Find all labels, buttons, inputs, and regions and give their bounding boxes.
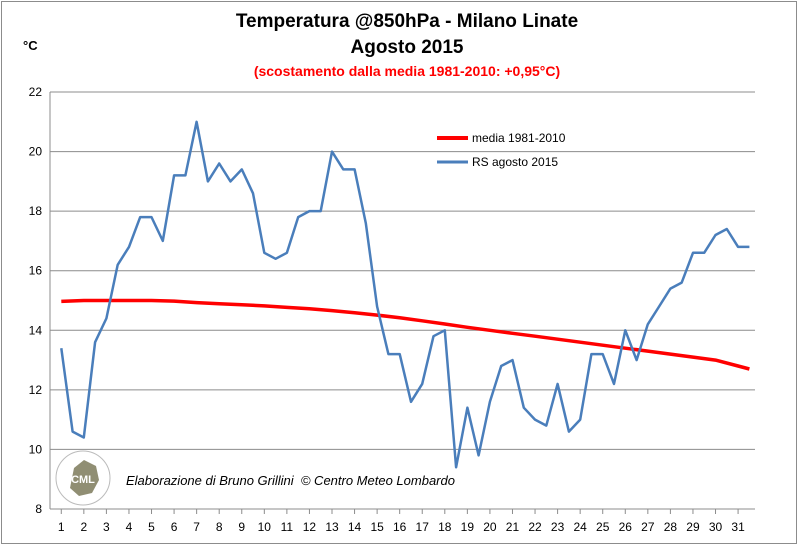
x-tick-label: 7 — [193, 520, 200, 534]
x-tick-label: 12 — [303, 520, 317, 534]
x-tick-label: 25 — [596, 520, 610, 534]
x-tick-label: 30 — [709, 520, 723, 534]
y-tick-label: 20 — [29, 145, 43, 159]
x-tick-label: 14 — [348, 520, 362, 534]
cml-logo: CML — [55, 450, 111, 506]
chart-note: (scostamento dalla media 1981-2010: +0,9… — [254, 63, 560, 79]
y-tick-label: 16 — [29, 264, 43, 278]
credit-text: Elaborazione di Bruno Grillini © Centro … — [126, 473, 455, 488]
chart-subtitle: Agosto 2015 — [351, 37, 464, 58]
y-tick-label: 8 — [35, 502, 42, 516]
cml-logo-abbr: CML — [71, 474, 95, 486]
legend-label-media: media 1981-2010 — [472, 131, 566, 145]
x-tick-label: 19 — [461, 520, 475, 534]
y-tick-labels: 8 10 12 14 16 18 20 22 — [29, 85, 43, 516]
x-tick-label: 4 — [126, 520, 133, 534]
series-lines — [60, 120, 750, 469]
x-tick-label: 27 — [641, 520, 655, 534]
x-tick-label: 1 — [58, 520, 65, 534]
x-tick-label: 3 — [103, 520, 110, 534]
series-line-rs-agosto-2015 — [60, 120, 750, 469]
axes — [49, 92, 739, 514]
x-tick-label: 26 — [619, 520, 633, 534]
y-axis-unit-label: °C — [23, 38, 38, 53]
x-tick-label: 9 — [238, 520, 245, 534]
x-tick-label: 5 — [148, 520, 155, 534]
legend-label-rs: RS agosto 2015 — [472, 155, 558, 169]
x-tick-label: 24 — [573, 520, 587, 534]
x-tick-label: 23 — [551, 520, 565, 534]
x-tick-labels: 1 2 3 4 5 6 7 8 9 10 11 12 13 14 15 16 17 18 19 20 21 22 23 24 2… — [58, 520, 745, 534]
y-tick-label: 18 — [29, 204, 43, 218]
x-tick-label: 21 — [506, 520, 520, 534]
x-tick-label: 2 — [80, 520, 87, 534]
x-tick-label: 20 — [483, 520, 497, 534]
x-tick-label: 31 — [731, 520, 745, 534]
y-tick-label: 10 — [29, 442, 43, 456]
chart-title: Temperatura @850hPa - Milano Linate — [236, 11, 578, 32]
x-tick-label: 13 — [325, 520, 339, 534]
x-tick-label: 10 — [258, 520, 272, 534]
series-line-media-1981-2010 — [61, 298, 750, 371]
x-tick-label: 15 — [370, 520, 384, 534]
x-tick-label: 16 — [393, 520, 407, 534]
x-tick-label: 28 — [664, 520, 678, 534]
y-tick-label: 22 — [29, 85, 43, 99]
x-tick-label: 17 — [416, 520, 430, 534]
y-tick-label: 12 — [29, 383, 43, 397]
grid-lines — [50, 91, 755, 510]
x-tick-label: 18 — [438, 520, 452, 534]
x-tick-label: 11 — [281, 520, 294, 534]
y-tick-label: 14 — [29, 323, 43, 337]
x-tick-label: 8 — [216, 520, 223, 534]
x-tick-label: 29 — [686, 520, 700, 534]
x-tick-label: 22 — [528, 520, 542, 534]
x-tick-label: 6 — [171, 520, 178, 534]
legend: media 1981-2010 RS agosto 2015 — [437, 131, 566, 169]
